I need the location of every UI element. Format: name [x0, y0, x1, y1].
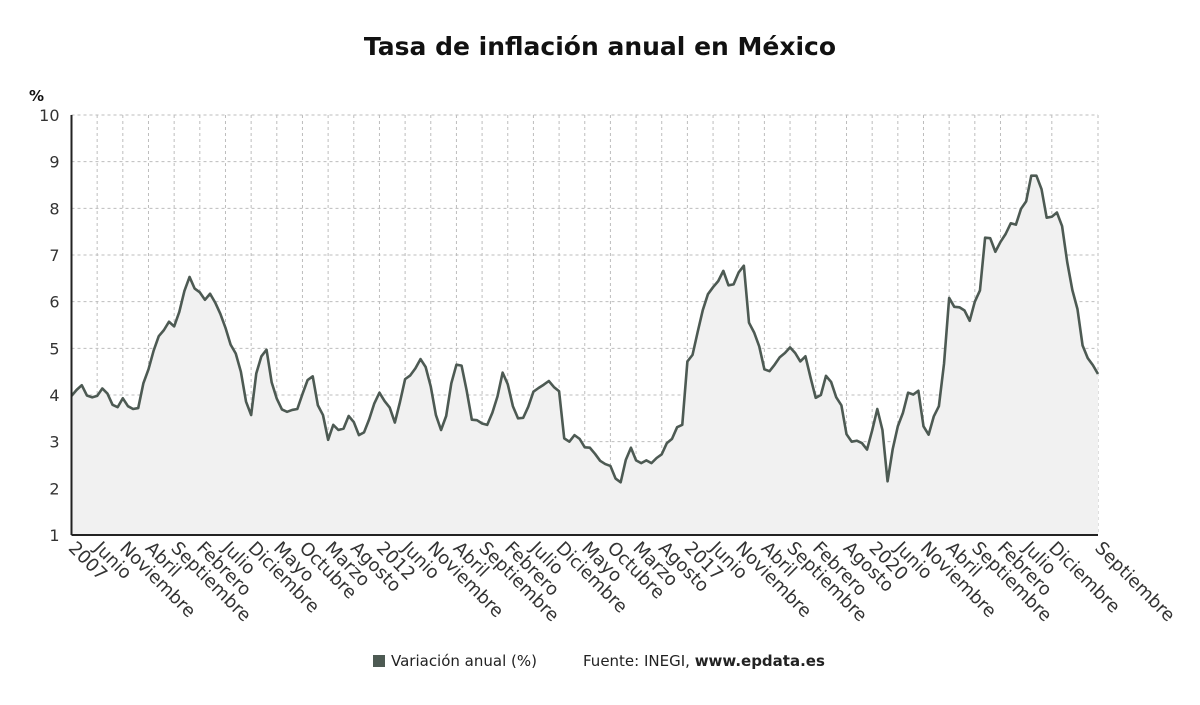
chart-title: Tasa de inflación anual en México: [364, 32, 836, 61]
y-tick-label: 8: [49, 199, 59, 218]
y-tick-label: 1: [49, 526, 59, 545]
legend-label: Variación anual (%): [391, 652, 537, 670]
y-tick-label: 7: [49, 246, 59, 265]
y-tick-label: 2: [49, 479, 59, 498]
y-tick-label: 4: [49, 386, 59, 405]
legend: Variación anual (%) Fuente: INEGI, www.e…: [373, 652, 825, 670]
y-tick-label: 10: [39, 106, 59, 125]
y-tick-label: 5: [49, 339, 59, 358]
legend-swatch: [373, 655, 385, 667]
x-tick-labels: 2007JunioNoviembreAbrilSeptiembreFebrero…: [64, 537, 1179, 626]
series-area: [71, 175, 1098, 536]
source-prefix: Fuente: INEGI,: [583, 652, 690, 670]
source-note: Fuente: INEGI, www.epdata.es: [583, 652, 825, 670]
y-tick-label: 6: [49, 293, 59, 312]
y-tick-label: 9: [49, 153, 59, 172]
y-tick-label: 3: [49, 433, 59, 452]
series-line: [70, 174, 1100, 484]
source-site: www.epdata.es: [695, 652, 825, 670]
y-axis-unit: %: [29, 87, 44, 105]
y-tick-labels: 1 2 3 4 5 6 7 8 9 10: [39, 106, 59, 545]
